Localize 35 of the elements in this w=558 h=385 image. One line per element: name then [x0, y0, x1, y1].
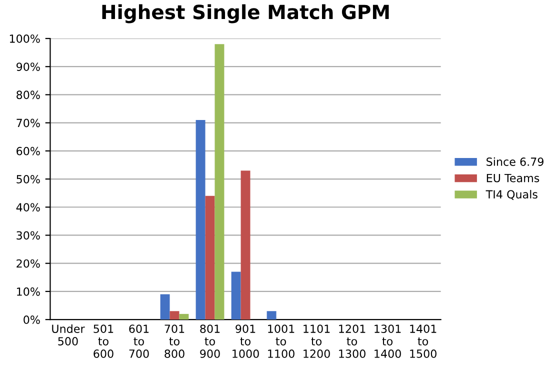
bar: [205, 196, 215, 320]
x-tick-label: 501 to 600: [94, 324, 114, 358]
y-tick-label: 70%: [16, 118, 40, 128]
y-tick-label: 90%: [16, 62, 40, 71]
y-tick-label: 60%: [16, 146, 40, 156]
x-tick-label: Under 500: [52, 324, 85, 346]
x-tick-label: 901 to 1000: [232, 324, 259, 358]
bar: [196, 120, 206, 320]
y-tick-label: 100%: [10, 34, 40, 43]
bar: [160, 294, 170, 320]
y-tick-label: 40%: [16, 203, 40, 212]
bar: [231, 272, 241, 320]
legend-label: EU Teams: [486, 174, 540, 182]
legend-label: Since 6.79: [486, 157, 544, 166]
x-tick-label: 1401 to 1500: [410, 324, 436, 358]
legend-label: TI4 Quals: [486, 190, 538, 200]
x-tick-label: 601 to 700: [129, 324, 149, 358]
y-tick-label: 0%: [24, 316, 40, 324]
x-tick-label: 1101 to 1200: [304, 324, 330, 358]
bar: [214, 44, 224, 320]
bar: [179, 314, 189, 320]
x-tick-label: 701 to 800: [164, 324, 184, 358]
bar: [170, 311, 180, 320]
x-tick-label: 1301 to 1400: [374, 324, 401, 358]
y-tick-label: 30%: [16, 231, 40, 240]
y-tick-label: 20%: [16, 259, 40, 268]
x-tick-label: 1201 to 1300: [339, 324, 366, 358]
x-tick-label: 1001 to 1100: [268, 324, 294, 358]
x-tick-label: 801 to 900: [200, 324, 220, 358]
y-tick-label: 10%: [17, 287, 40, 296]
y-tick-label: 50%: [16, 175, 40, 184]
chart-title: Highest Single Match GPM: [102, 4, 389, 24]
bar: [240, 170, 250, 320]
bar: [266, 311, 276, 320]
y-tick-label: 80%: [16, 90, 40, 100]
